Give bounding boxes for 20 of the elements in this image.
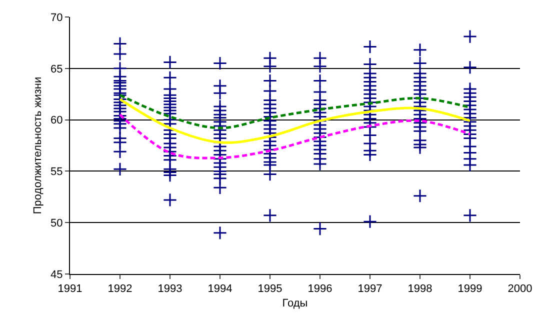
x-tick-label: 1999 [458, 283, 482, 296]
x-tick-label: 1992 [108, 283, 132, 296]
y-tick-label: 50 [50, 217, 63, 230]
y-tick-label: 60 [50, 114, 63, 127]
y-tick-label: 65 [50, 63, 63, 76]
line-series [118, 98, 472, 144]
y-tick-label: 55 [50, 166, 63, 178]
x-axis-title: Годы [282, 297, 308, 310]
x-tick-label: 2000 [508, 283, 532, 296]
y-tick-label: 70 [50, 12, 63, 24]
x-tick-label: 1996 [308, 283, 332, 296]
x-tick-label: 1991 [58, 283, 82, 296]
line-series [118, 113, 472, 160]
x-tick-label: 1998 [408, 283, 432, 296]
x-tick-label: 1995 [258, 283, 282, 296]
x-tick-label: 1994 [208, 283, 232, 296]
x-tick-label: 1997 [358, 283, 382, 296]
x-tick-label: 1993 [158, 283, 182, 296]
y-tick-label: 45 [50, 268, 63, 281]
y-axis-title: Продолжительность жизни [32, 76, 44, 214]
